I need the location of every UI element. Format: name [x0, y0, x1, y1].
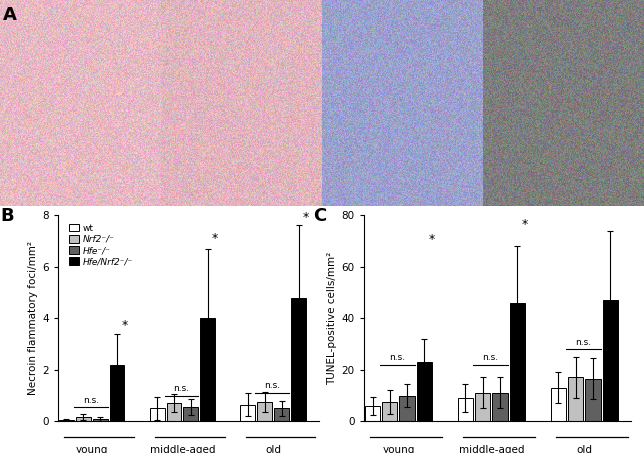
Text: B: B: [1, 207, 14, 225]
Bar: [475, 393, 490, 421]
Bar: [365, 406, 380, 421]
Legend: wt, Nrf2⁻/⁻, Hfe⁻/⁻, Hfe/Nrf2⁻/⁻: wt, Nrf2⁻/⁻, Hfe⁻/⁻, Hfe/Nrf2⁻/⁻: [68, 222, 135, 268]
Text: *: *: [303, 211, 309, 224]
Text: n.s.: n.s.: [482, 353, 498, 362]
Bar: [200, 318, 215, 421]
Text: old: old: [576, 445, 592, 453]
Text: young: young: [75, 445, 108, 453]
Bar: [585, 379, 601, 421]
Text: n.s.: n.s.: [173, 384, 189, 393]
Text: A: A: [3, 6, 17, 24]
Bar: [382, 402, 397, 421]
Bar: [510, 303, 525, 421]
Bar: [291, 298, 306, 421]
Y-axis label: Necroin flammatory foci/mm²: Necroin flammatory foci/mm²: [28, 241, 38, 395]
Bar: [184, 407, 198, 421]
Text: n.s.: n.s.: [390, 353, 406, 362]
Text: *: *: [121, 319, 128, 333]
Text: C: C: [313, 207, 327, 225]
Bar: [149, 409, 165, 421]
Bar: [399, 395, 415, 421]
Bar: [274, 409, 289, 421]
Bar: [551, 388, 566, 421]
Text: middle-aged: middle-aged: [149, 445, 215, 453]
Bar: [76, 417, 91, 421]
Text: young: young: [383, 445, 415, 453]
Bar: [568, 377, 583, 421]
Text: *: *: [212, 232, 218, 245]
Bar: [258, 402, 272, 421]
Text: middle-aged: middle-aged: [459, 445, 524, 453]
Bar: [93, 419, 108, 421]
Text: n.s.: n.s.: [264, 381, 280, 390]
Text: old: old: [265, 445, 281, 453]
Bar: [240, 405, 255, 421]
Bar: [59, 420, 74, 421]
Text: n.s.: n.s.: [575, 337, 591, 347]
Text: *: *: [522, 217, 528, 231]
Y-axis label: TUNEL-positive cells/mm²: TUNEL-positive cells/mm²: [328, 251, 337, 385]
Bar: [493, 393, 507, 421]
Bar: [458, 398, 473, 421]
Bar: [603, 300, 618, 421]
Bar: [417, 362, 432, 421]
Text: n.s.: n.s.: [82, 395, 99, 405]
Text: *: *: [429, 233, 435, 246]
Bar: [167, 403, 182, 421]
Bar: [109, 365, 124, 421]
